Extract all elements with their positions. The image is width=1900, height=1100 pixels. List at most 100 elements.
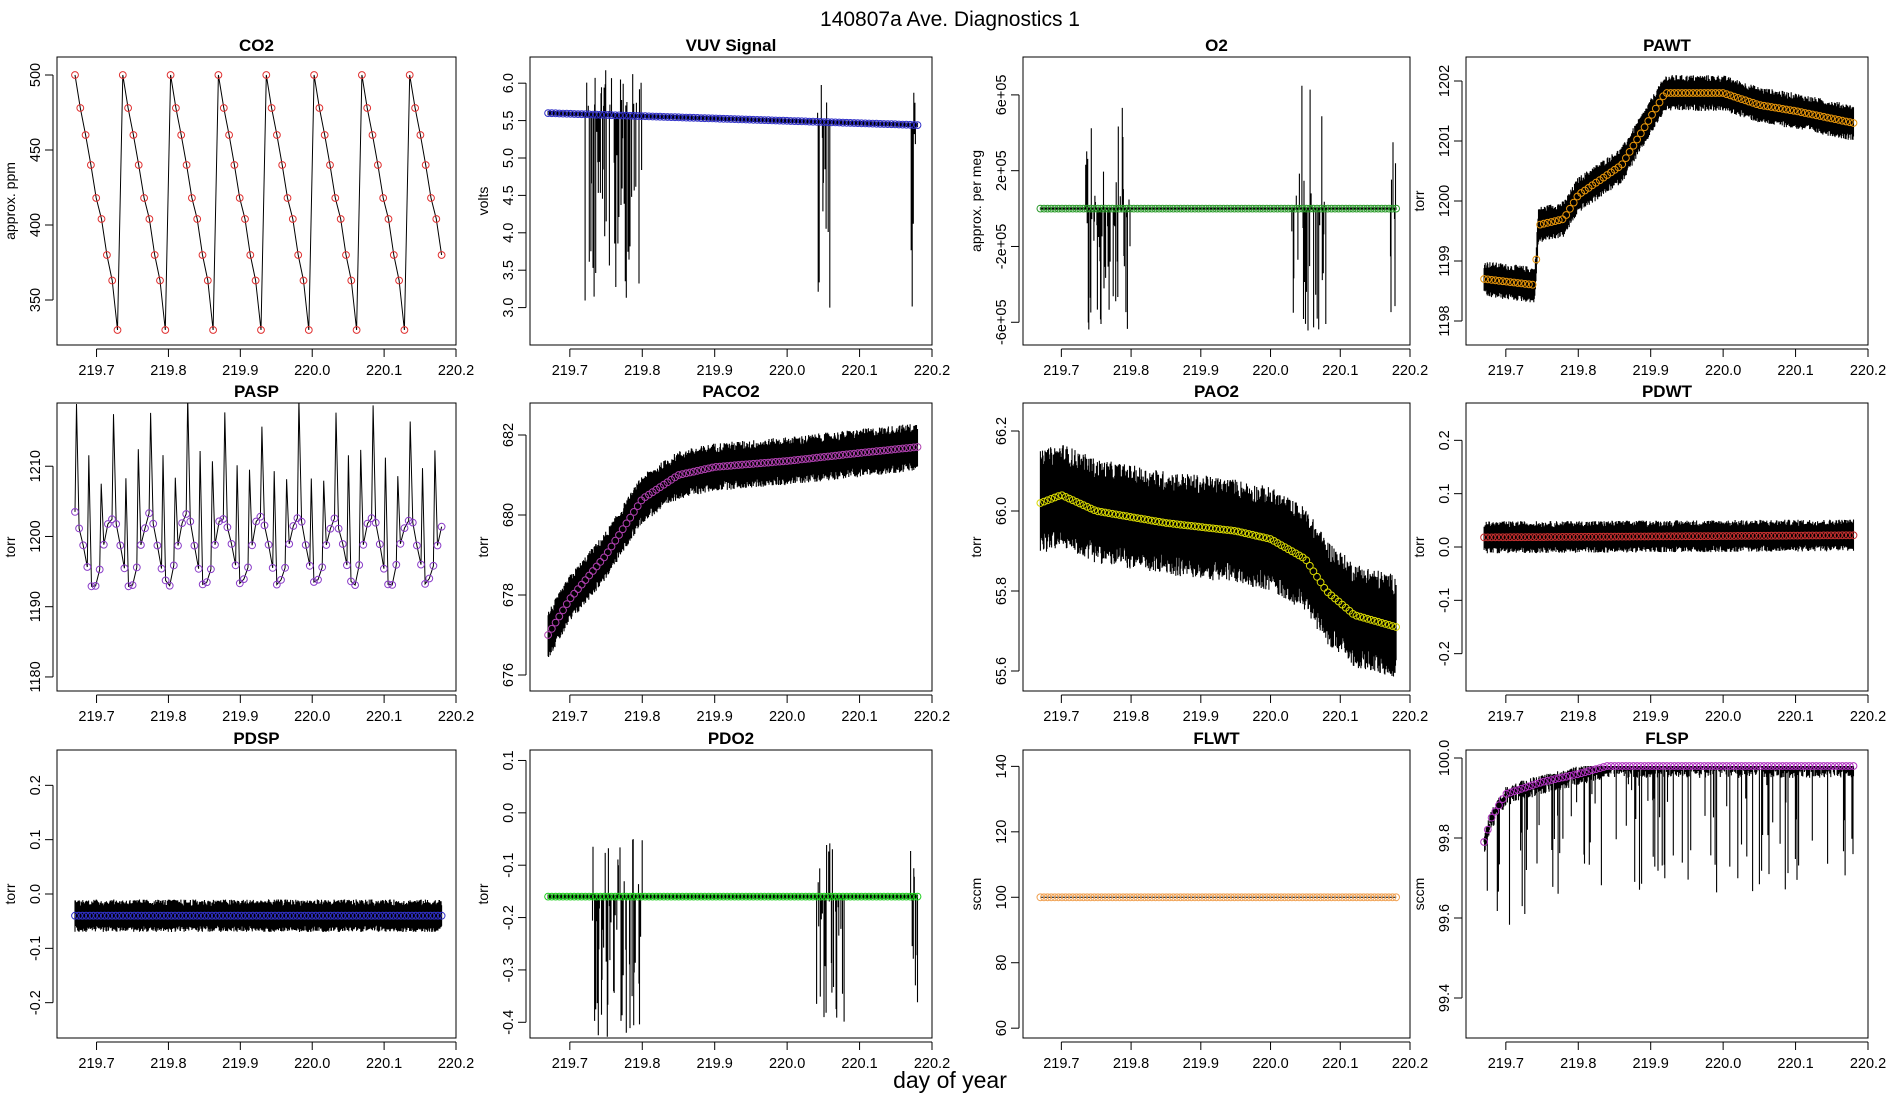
data-point bbox=[1241, 529, 1250, 538]
data-point bbox=[371, 911, 379, 920]
data-point bbox=[1528, 280, 1537, 289]
data-point bbox=[1838, 116, 1847, 125]
data-point bbox=[824, 892, 832, 901]
data-point bbox=[1539, 533, 1548, 541]
data-point bbox=[891, 445, 899, 454]
data-point bbox=[1715, 89, 1724, 97]
data-point bbox=[235, 194, 244, 202]
data-point bbox=[1644, 117, 1653, 125]
data-point bbox=[1700, 762, 1709, 770]
data-point bbox=[1595, 764, 1604, 772]
data-point bbox=[289, 522, 298, 530]
data-point bbox=[585, 110, 594, 119]
data-point bbox=[827, 452, 836, 461]
data-point bbox=[794, 117, 802, 126]
data-point bbox=[1483, 533, 1492, 542]
panel-o2: O2 approx. per meg 219.7 219.8 219.9 220.0 220… bbox=[968, 36, 1428, 379]
data-point bbox=[1532, 533, 1541, 541]
data-point bbox=[1651, 104, 1660, 113]
data-point bbox=[342, 251, 350, 259]
y-axis-label: sccm bbox=[968, 878, 984, 911]
data-point bbox=[1752, 531, 1761, 540]
panel-pasp: PASP torr 219.7 219.8 219.9 220.0 220.1 220.2 11… bbox=[2, 382, 474, 725]
data-point bbox=[861, 448, 870, 457]
y-tick-label: 678 bbox=[501, 583, 517, 607]
data-point bbox=[320, 131, 329, 139]
y-tick-label: 1201 bbox=[1437, 125, 1453, 157]
data-point bbox=[305, 561, 314, 570]
data-point bbox=[771, 116, 780, 125]
data-point bbox=[1566, 771, 1574, 780]
data-point bbox=[607, 892, 616, 901]
x-tick-label: 220.2 bbox=[1392, 363, 1428, 379]
x-tick-label: 219.9 bbox=[222, 1056, 258, 1072]
data-point bbox=[674, 471, 683, 479]
data-point bbox=[230, 161, 239, 169]
x-tick-label: 219.7 bbox=[1488, 1056, 1524, 1072]
data-point bbox=[600, 553, 608, 562]
data-point bbox=[396, 539, 405, 548]
x-tick-label: 220.0 bbox=[294, 709, 330, 725]
panel-title: PDWT bbox=[1642, 382, 1693, 401]
data-point bbox=[1510, 278, 1518, 287]
y-tick-label: -0.2 bbox=[28, 990, 44, 1015]
data-point bbox=[1670, 89, 1679, 97]
y-tick-label: 2e+05 bbox=[994, 150, 1010, 191]
data-point bbox=[1588, 766, 1597, 774]
data-point bbox=[630, 508, 638, 516]
data-point bbox=[83, 563, 92, 571]
data-point bbox=[1562, 533, 1571, 541]
data-point bbox=[237, 911, 246, 920]
data-point bbox=[633, 502, 642, 511]
data-point bbox=[334, 911, 342, 920]
data-point bbox=[742, 460, 750, 469]
data-point bbox=[600, 892, 608, 901]
x-tick-label: 219.9 bbox=[1633, 363, 1669, 379]
x-tick-label: 220.0 bbox=[294, 363, 330, 379]
data-point bbox=[719, 114, 728, 123]
data-point bbox=[1625, 762, 1634, 770]
y-tick-label: 66.2 bbox=[994, 417, 1010, 445]
data-point bbox=[1525, 533, 1533, 541]
data-point bbox=[1756, 762, 1765, 770]
raw-trace bbox=[74, 74, 443, 331]
data-point bbox=[831, 451, 840, 460]
data-point bbox=[630, 112, 638, 120]
data-point bbox=[227, 540, 236, 548]
data-point bbox=[596, 892, 605, 901]
data-point bbox=[1569, 771, 1578, 779]
data-point bbox=[1763, 531, 1772, 540]
data-point bbox=[1119, 511, 1127, 520]
data-point bbox=[674, 113, 683, 122]
data-point bbox=[809, 454, 817, 463]
data-point bbox=[544, 109, 552, 117]
data-point bbox=[368, 131, 377, 139]
data-point bbox=[727, 892, 735, 901]
data-point bbox=[786, 456, 795, 465]
data-point bbox=[734, 461, 743, 469]
data-point bbox=[723, 115, 732, 123]
data-point bbox=[112, 520, 121, 528]
y-tick-label: 100 bbox=[994, 885, 1010, 909]
data-point bbox=[1083, 502, 1091, 511]
y-axis: -6e+05 -2e+05 2e+05 6e+05 bbox=[994, 75, 1020, 345]
data-point bbox=[397, 911, 405, 920]
data-point bbox=[749, 892, 758, 901]
panel-flwt: FLWT sccm 219.7 219.8 219.9 220.0 220.1 220.2 60… bbox=[968, 729, 1428, 1072]
data-point bbox=[898, 444, 907, 453]
data-point bbox=[835, 118, 844, 127]
data-point bbox=[1234, 527, 1242, 536]
data-point bbox=[913, 892, 922, 901]
y-tick-label: 66.0 bbox=[994, 497, 1010, 525]
data-point bbox=[111, 911, 120, 920]
data-point bbox=[1831, 762, 1839, 770]
data-point bbox=[404, 911, 413, 920]
data-point bbox=[1547, 218, 1556, 226]
data-point bbox=[1775, 762, 1783, 770]
data-point bbox=[555, 612, 564, 621]
data-point bbox=[202, 578, 211, 587]
y-tick-label: 99.6 bbox=[1437, 904, 1453, 932]
data-point bbox=[1767, 531, 1776, 540]
data-point bbox=[626, 892, 635, 901]
data-point bbox=[708, 892, 717, 901]
